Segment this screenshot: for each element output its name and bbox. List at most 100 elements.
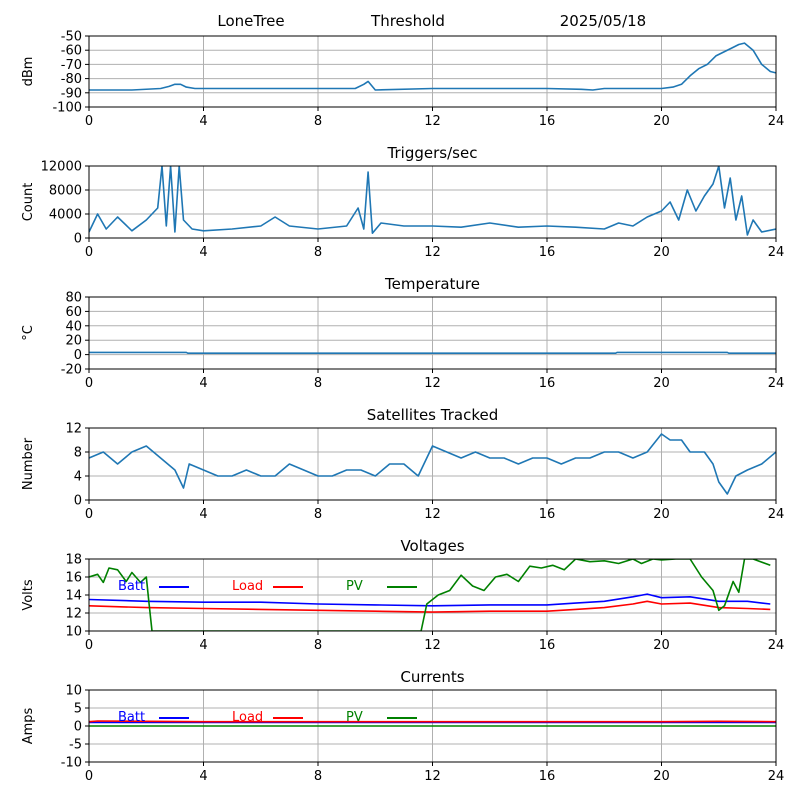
y-tick-label: 10 xyxy=(65,684,82,699)
y-tick-label: 0 xyxy=(74,348,82,363)
x-tick-label: 12 xyxy=(424,114,441,129)
x-tick-label: 12 xyxy=(424,507,441,522)
y-tick-label: 5 xyxy=(74,702,82,717)
y-tick-label: -90 xyxy=(61,86,82,101)
currents-ylabel: Amps xyxy=(21,707,36,744)
y-tick-label: -80 xyxy=(61,72,82,87)
x-tick-label: 16 xyxy=(539,638,556,653)
y-tick-label: 8000 xyxy=(49,184,82,199)
y-tick-label: -10 xyxy=(61,756,82,771)
x-tick-label: 12 xyxy=(424,376,441,391)
x-tick-label: 16 xyxy=(539,376,556,391)
y-tick-label: -70 xyxy=(61,58,82,73)
x-tick-label: 0 xyxy=(85,507,93,522)
x-tick-label: 12 xyxy=(424,245,441,260)
x-tick-label: 0 xyxy=(85,114,93,129)
y-tick-label: 12 xyxy=(65,607,82,622)
temperature-title: Temperature xyxy=(384,275,480,293)
y-tick-label: 80 xyxy=(65,291,82,306)
x-tick-label: 0 xyxy=(85,769,93,784)
y-tick-label: 20 xyxy=(65,334,82,349)
x-tick-label: 8 xyxy=(314,376,322,391)
x-tick-label: 24 xyxy=(768,245,785,260)
x-tick-label: 16 xyxy=(539,507,556,522)
x-tick-label: 0 xyxy=(85,245,93,260)
x-tick-label: 8 xyxy=(314,507,322,522)
x-tick-label: 4 xyxy=(199,245,207,260)
currents-legend-label: Batt xyxy=(118,710,145,725)
x-tick-label: 8 xyxy=(314,638,322,653)
satellites-panel: 0 4 8 12 16 20 24 0 4 8 12 Satellites Tracked Number xyxy=(21,406,784,522)
x-tick-label: 8 xyxy=(314,114,322,129)
station-name: LoneTree xyxy=(217,12,284,30)
triggers-ylabel: Count xyxy=(21,183,36,222)
y-tick-label: 60 xyxy=(65,305,82,320)
y-tick-label: 40 xyxy=(65,319,82,334)
x-tick-label: 20 xyxy=(653,376,670,391)
x-tick-label: 16 xyxy=(539,114,556,129)
x-tick-label: 16 xyxy=(539,769,556,784)
x-tick-label: 20 xyxy=(653,114,670,129)
y-tick-label: 0 xyxy=(74,720,82,735)
x-tick-label: 20 xyxy=(653,638,670,653)
x-tick-label: 24 xyxy=(768,114,785,129)
signal-ylabel: dBm xyxy=(21,57,36,87)
x-tick-label: 4 xyxy=(199,507,207,522)
x-tick-label: 20 xyxy=(653,245,670,260)
mode-label: Threshold xyxy=(370,12,445,30)
x-tick-label: 20 xyxy=(653,507,670,522)
x-tick-label: 20 xyxy=(653,769,670,784)
temperature-ylabel: °C xyxy=(21,325,36,341)
voltages-legend-label: Batt xyxy=(118,579,145,594)
currents-title: Currents xyxy=(400,668,464,686)
voltages-series-load xyxy=(89,600,771,613)
temperature-series-line xyxy=(89,351,776,355)
y-tick-label: -50 xyxy=(61,30,82,45)
y-tick-label: 4 xyxy=(74,470,82,485)
currents-series-load xyxy=(89,720,776,723)
satellites-ylabel: Number xyxy=(21,437,36,490)
voltages-legend-label: PV xyxy=(346,579,363,594)
y-tick-label: -5 xyxy=(69,738,82,753)
x-tick-label: 24 xyxy=(768,638,785,653)
y-tick-label: 12000 xyxy=(41,160,82,175)
satellites-series-line xyxy=(89,433,776,495)
x-tick-label: 4 xyxy=(199,114,207,129)
voltages-title: Voltages xyxy=(400,537,464,555)
x-tick-label: 8 xyxy=(314,769,322,784)
currents-legend-label: Load xyxy=(232,710,263,725)
y-tick-label: -20 xyxy=(61,363,82,378)
y-tick-label: -100 xyxy=(52,101,82,116)
currents-legend-label: PV xyxy=(346,710,363,725)
voltages-series-pv xyxy=(89,559,771,631)
currents-panel: 0 4 8 12 16 20 24 -10 -5 0 5 10 Currents Amps Batt Load… xyxy=(21,668,784,784)
x-tick-label: 0 xyxy=(85,376,93,391)
y-tick-label: -60 xyxy=(61,44,82,59)
x-tick-label: 4 xyxy=(199,376,207,391)
x-tick-label: 24 xyxy=(768,376,785,391)
x-tick-label: 8 xyxy=(314,245,322,260)
signal-series-line xyxy=(89,42,776,91)
y-tick-label: 18 xyxy=(65,553,82,568)
y-tick-label: 16 xyxy=(65,571,82,586)
date-label: 2025/05/18 xyxy=(560,12,646,30)
x-tick-label: 16 xyxy=(539,245,556,260)
voltages-ylabel: Volts xyxy=(21,579,36,611)
x-tick-label: 24 xyxy=(768,507,785,522)
signal-panel: 0 4 8 12 16 20 24 -100-90-80-70-60-50 dBm xyxy=(21,30,784,130)
x-tick-label: 12 xyxy=(424,638,441,653)
y-tick-label: 14 xyxy=(65,589,82,604)
y-tick-label: 4000 xyxy=(49,208,82,223)
y-tick-label: 0 xyxy=(74,232,82,247)
voltages-legend-label: Load xyxy=(232,579,263,594)
voltages-panel: 0 4 8 12 16 20 24 10 12 14 16 18 Voltages Volts Batt Lo… xyxy=(21,537,784,653)
x-tick-label: 24 xyxy=(768,769,785,784)
x-tick-label: 4 xyxy=(199,638,207,653)
x-tick-label: 12 xyxy=(424,769,441,784)
satellites-title: Satellites Tracked xyxy=(367,406,498,424)
x-tick-label: 0 xyxy=(85,638,93,653)
x-tick-label: 4 xyxy=(199,769,207,784)
triggers-series-line xyxy=(89,166,776,236)
